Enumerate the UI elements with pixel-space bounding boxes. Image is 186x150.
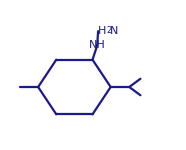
Text: 2: 2 bbox=[106, 26, 112, 34]
Text: NH: NH bbox=[89, 40, 106, 50]
Text: H: H bbox=[98, 26, 107, 36]
Text: N: N bbox=[110, 26, 119, 36]
